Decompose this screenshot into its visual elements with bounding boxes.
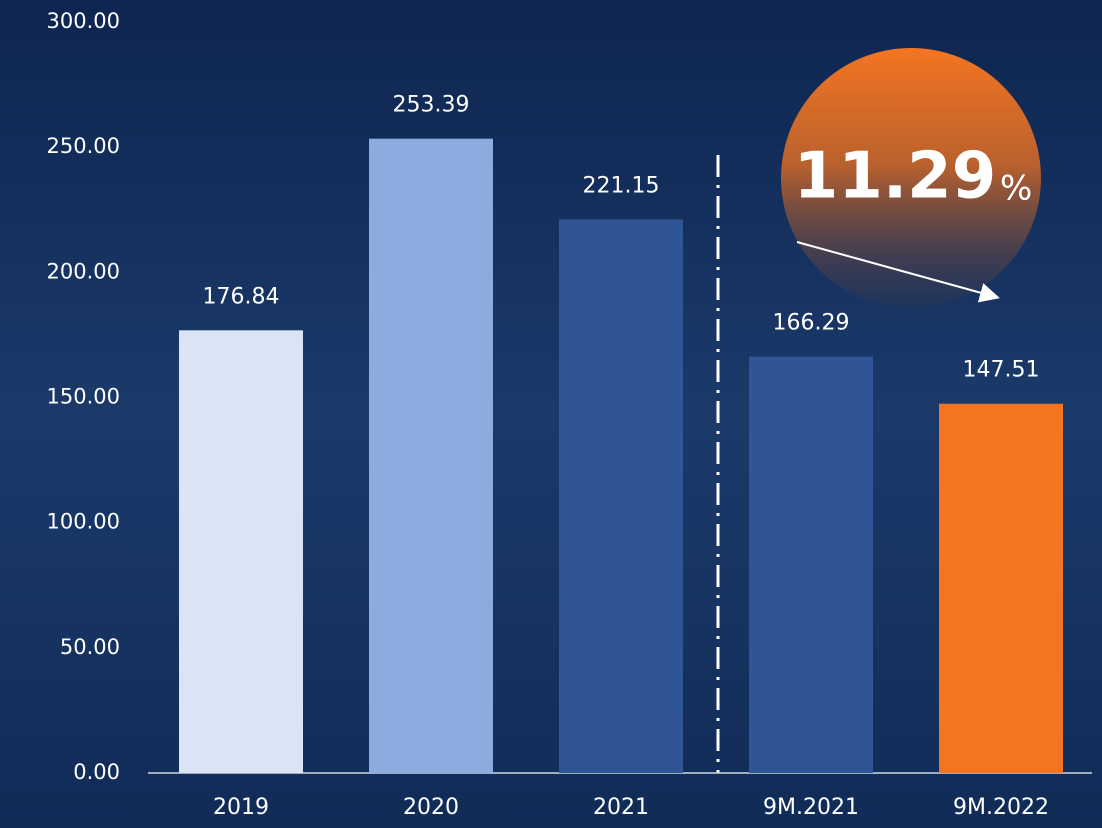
y-tick-label: 0.00	[73, 760, 120, 784]
annotation-value: 11.29	[794, 140, 996, 214]
value-label: 253.39	[393, 93, 470, 118]
y-tick-label: 50.00	[60, 635, 120, 659]
y-tick-label: 200.00	[47, 259, 120, 283]
bar	[369, 138, 493, 774]
value-label: 166.29	[773, 311, 850, 336]
x-tick-label: 9M.2022	[953, 795, 1049, 820]
x-tick-label: 9M.2021	[763, 795, 859, 820]
value-label: 221.15	[583, 173, 660, 198]
bar	[179, 330, 303, 773]
y-tick-label: 250.00	[47, 134, 120, 158]
x-tick-label: 2019	[213, 795, 269, 820]
y-tick-label: 150.00	[47, 385, 120, 409]
bar	[559, 219, 683, 774]
y-tick-label: 300.00	[47, 9, 120, 33]
y-tick-label: 100.00	[47, 510, 120, 534]
bar	[939, 403, 1063, 773]
bar	[749, 356, 873, 773]
annotation-unit: %	[1000, 169, 1032, 209]
highlight-circle	[781, 48, 1041, 308]
value-label: 176.84	[203, 284, 280, 309]
x-tick-label: 2021	[593, 795, 649, 820]
value-label: 147.51	[963, 358, 1040, 383]
trend-arrow	[796, 241, 1000, 303]
x-tick-label: 2020	[403, 795, 459, 820]
